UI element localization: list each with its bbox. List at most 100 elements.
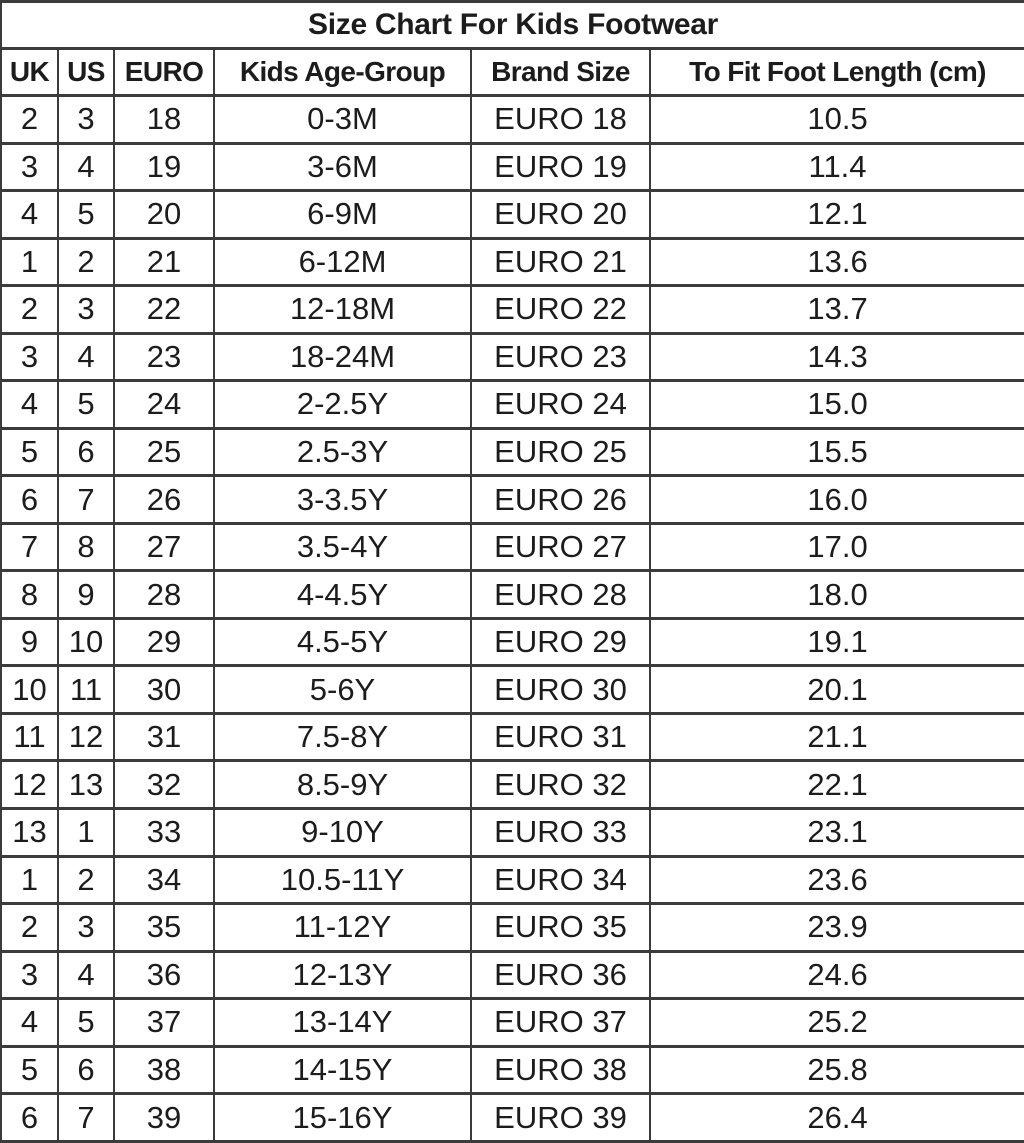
cell-age-group: 2-2.5Y — [213, 379, 472, 430]
column-header-euro: EURO — [113, 47, 215, 97]
cell-foot-length: 14.3 — [648, 331, 1024, 383]
cell-foot-length: 12.1 — [648, 189, 1024, 240]
cell-age-group: 11-12Y — [213, 902, 472, 953]
cell-foot-length: 24.6 — [648, 949, 1024, 1001]
cell-uk-size: 1 — [0, 236, 59, 288]
table-row: 2 3 22 12-18M EURO 22 13.7 — [0, 284, 1024, 335]
cell-foot-length: 18.0 — [648, 569, 1024, 620]
table-row: 7 8 27 3.5-4Y EURO 27 17.0 — [0, 521, 1024, 573]
table-row: 2 3 18 0-3M EURO 18 10.5 — [0, 94, 1024, 145]
column-header-age-group: Kids Age-Group — [213, 47, 472, 97]
cell-brand-size: EURO 21 — [470, 236, 651, 288]
cell-uk-size: 5 — [0, 1044, 59, 1096]
cell-euro-size: 28 — [113, 569, 215, 620]
cell-uk-size: 2 — [0, 94, 59, 145]
column-header-foot-length: To Fit Foot Length (cm) — [648, 47, 1024, 97]
cell-us-size: 4 — [57, 331, 115, 383]
cell-foot-length: 23.6 — [648, 854, 1024, 906]
cell-foot-length: 20.1 — [648, 664, 1024, 715]
cell-brand-size: EURO 22 — [470, 284, 651, 335]
cell-us-size: 3 — [57, 902, 115, 953]
cell-brand-size: EURO 31 — [470, 711, 651, 763]
cell-foot-length: 26.4 — [648, 1092, 1024, 1143]
cell-brand-size: EURO 19 — [470, 141, 651, 193]
cell-brand-size: EURO 30 — [470, 664, 651, 715]
table-row: 1 2 34 10.5-11Y EURO 34 23.6 — [0, 854, 1024, 906]
cell-euro-size: 34 — [113, 854, 215, 906]
table-row: 10 11 30 5-6Y EURO 30 20.1 — [0, 664, 1024, 715]
cell-us-size: 3 — [57, 284, 115, 335]
cell-euro-size: 35 — [113, 902, 215, 953]
cell-us-size: 4 — [57, 141, 115, 193]
cell-age-group: 13-14Y — [213, 997, 472, 1048]
cell-age-group: 12-13Y — [213, 949, 472, 1001]
column-header-us: US — [57, 47, 115, 97]
table-row: 3 4 19 3-6M EURO 19 11.4 — [0, 141, 1024, 193]
cell-age-group: 3.5-4Y — [213, 521, 472, 573]
cell-brand-size: EURO 32 — [470, 759, 651, 810]
cell-us-size: 2 — [57, 854, 115, 906]
cell-euro-size: 19 — [113, 141, 215, 193]
cell-us-size: 11 — [57, 664, 115, 715]
cell-us-size: 1 — [57, 806, 115, 858]
cell-euro-size: 30 — [113, 664, 215, 715]
table-row: 5 6 38 14-15Y EURO 38 25.8 — [0, 1044, 1024, 1096]
cell-age-group: 4.5-5Y — [213, 616, 472, 668]
table-row: 5 6 25 2.5-3Y EURO 25 15.5 — [0, 426, 1024, 478]
cell-foot-length: 11.4 — [648, 141, 1024, 193]
cell-age-group: 3-6M — [213, 141, 472, 193]
cell-uk-size: 5 — [0, 426, 59, 478]
table-row: 11 12 31 7.5-8Y EURO 31 21.1 — [0, 711, 1024, 763]
cell-uk-size: 8 — [0, 569, 59, 620]
table-row: 6 7 26 3-3.5Y EURO 26 16.0 — [0, 474, 1024, 525]
table-row: 12 13 32 8.5-9Y EURO 32 22.1 — [0, 759, 1024, 810]
table-row: 2 3 35 11-12Y EURO 35 23.9 — [0, 902, 1024, 953]
cell-euro-size: 24 — [113, 379, 215, 430]
table-row: 9 10 29 4.5-5Y EURO 29 19.1 — [0, 616, 1024, 668]
cell-brand-size: EURO 20 — [470, 189, 651, 240]
cell-us-size: 13 — [57, 759, 115, 810]
cell-euro-size: 21 — [113, 236, 215, 288]
cell-us-size: 3 — [57, 94, 115, 145]
cell-age-group: 5-6Y — [213, 664, 472, 715]
cell-euro-size: 18 — [113, 94, 215, 145]
cell-brand-size: EURO 28 — [470, 569, 651, 620]
cell-brand-size: EURO 23 — [470, 331, 651, 383]
cell-uk-size: 7 — [0, 521, 59, 573]
cell-us-size: 4 — [57, 949, 115, 1001]
cell-us-size: 12 — [57, 711, 115, 763]
cell-euro-size: 20 — [113, 189, 215, 240]
cell-foot-length: 13.6 — [648, 236, 1024, 288]
cell-uk-size: 1 — [0, 854, 59, 906]
cell-euro-size: 32 — [113, 759, 215, 810]
cell-us-size: 5 — [57, 997, 115, 1048]
cell-foot-length: 25.2 — [648, 997, 1024, 1048]
cell-age-group: 6-9M — [213, 189, 472, 240]
cell-age-group: 8.5-9Y — [213, 759, 472, 810]
cell-euro-size: 31 — [113, 711, 215, 763]
cell-us-size: 9 — [57, 569, 115, 620]
cell-age-group: 2.5-3Y — [213, 426, 472, 478]
cell-brand-size: EURO 37 — [470, 997, 651, 1048]
cell-age-group: 4-4.5Y — [213, 569, 472, 620]
cell-euro-size: 33 — [113, 806, 215, 858]
cell-us-size: 7 — [57, 1092, 115, 1143]
table-body: 2 3 18 0-3M EURO 18 10.5 3 4 19 3-6M EURO 19 11.4 4 5… — [0, 94, 1024, 1143]
cell-us-size: 5 — [57, 379, 115, 430]
cell-age-group: 18-24M — [213, 331, 472, 383]
table-row: 1 2 21 6-12M EURO 21 13.6 — [0, 236, 1024, 288]
cell-age-group: 7.5-8Y — [213, 711, 472, 763]
cell-foot-length: 13.7 — [648, 284, 1024, 335]
cell-foot-length: 22.1 — [648, 759, 1024, 810]
table-row: 3 4 23 18-24M EURO 23 14.3 — [0, 331, 1024, 383]
cell-euro-size: 27 — [113, 521, 215, 573]
cell-brand-size: EURO 38 — [470, 1044, 651, 1096]
cell-brand-size: EURO 29 — [470, 616, 651, 668]
cell-age-group: 14-15Y — [213, 1044, 472, 1096]
cell-uk-size: 4 — [0, 189, 59, 240]
cell-foot-length: 25.8 — [648, 1044, 1024, 1096]
cell-foot-length: 21.1 — [648, 711, 1024, 763]
cell-brand-size: EURO 27 — [470, 521, 651, 573]
cell-brand-size: EURO 33 — [470, 806, 651, 858]
